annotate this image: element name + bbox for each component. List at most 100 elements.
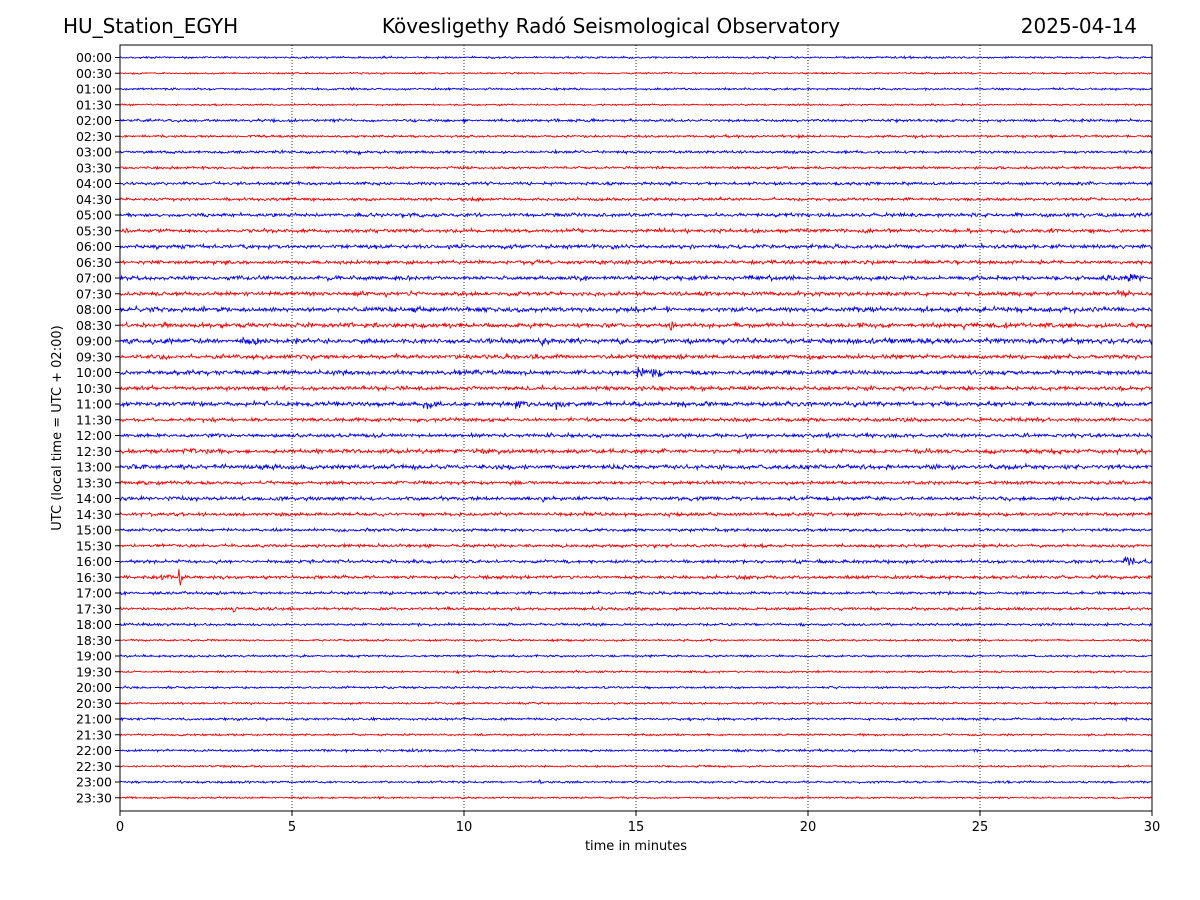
grid-lines	[291, 45, 981, 811]
trace-0400	[119, 180, 1152, 187]
x-tick-label: 5	[288, 820, 296, 835]
trace-0930	[119, 352, 1153, 361]
chart-title: Kövesligethy Radó Seismological Observat…	[381, 14, 841, 38]
y-tick-label: 18:00	[76, 617, 112, 632]
trace-2200	[119, 747, 1153, 754]
y-tick-label: 22:30	[76, 759, 112, 774]
y-tick-label: 00:30	[76, 66, 112, 81]
y-tick-label: 13:30	[76, 475, 112, 490]
y-tick-label: 03:30	[76, 160, 112, 175]
y-tick-label: 09:30	[76, 349, 112, 364]
y-tick-label: 23:00	[76, 775, 112, 790]
y-tick-label: 15:30	[76, 538, 112, 553]
trace-1200	[119, 431, 1153, 440]
y-tick-label: 15:00	[76, 523, 112, 538]
y-tick-label: 22:00	[76, 743, 112, 758]
y-tick-label: 01:00	[76, 82, 112, 97]
station-name: HU_Station_EGYH	[63, 14, 239, 38]
y-tick-label: 14:30	[76, 507, 112, 522]
y-tick-label: 16:30	[76, 570, 112, 585]
x-tick-label: 20	[800, 820, 817, 835]
y-tick-label: 10:00	[76, 365, 112, 380]
trace-1800	[119, 621, 1153, 628]
y-tick-label: 12:30	[76, 444, 112, 459]
trace-0700	[119, 273, 1153, 283]
y-tick-label: 16:00	[76, 554, 112, 569]
y-tick-label: 07:00	[76, 271, 112, 286]
trace-1500	[119, 526, 1153, 534]
y-tick-label: 09:00	[76, 334, 112, 349]
trace-2030	[119, 700, 1153, 707]
trace-2230	[119, 764, 1153, 769]
trace-1530	[119, 542, 1153, 550]
y-tick-label: 06:00	[76, 239, 112, 254]
y-tick-label: 04:00	[76, 176, 112, 191]
trace-2300	[119, 779, 1153, 785]
trace-1630	[119, 568, 1153, 586]
y-tick-label: 11:00	[76, 397, 112, 412]
y-tick-label: 13:00	[76, 460, 112, 475]
trace-1300	[119, 462, 1153, 472]
trace-0230	[119, 133, 1153, 140]
trace-2330	[119, 795, 1153, 800]
y-tick-label: 03:00	[76, 145, 112, 160]
trace-0000	[119, 55, 1153, 61]
trace-1900	[119, 653, 1153, 659]
trace-1100	[119, 399, 1153, 410]
y-tick-label: 20:30	[76, 696, 112, 711]
y-tick-label: 06:30	[76, 255, 112, 270]
y-tick-label: 08:30	[76, 318, 112, 333]
y-tick-label: 12:00	[76, 428, 112, 443]
trace-1730	[119, 605, 1153, 613]
y-tick-label: 07:30	[76, 286, 112, 301]
trace-1230	[119, 447, 1153, 456]
trace-1000	[119, 366, 1153, 378]
trace-1600	[119, 556, 1153, 566]
y-tick-label: 17:30	[76, 601, 112, 616]
x-tick-label: 25	[972, 820, 989, 835]
y-tick-label: 11:30	[76, 412, 112, 427]
trace-0630	[119, 258, 1153, 267]
trace-0500	[119, 211, 1153, 219]
trace-group	[119, 55, 1153, 800]
x-axis-label: time in minutes	[585, 839, 687, 854]
trace-1400	[119, 494, 1153, 503]
x-tick-label: 30	[1144, 820, 1161, 835]
y-tick-group: 00:0000:3001:0001:3002:0002:3003:0003:30…	[76, 50, 120, 805]
trace-0330	[119, 165, 1153, 171]
y-tick-label: 17:00	[76, 586, 112, 601]
trace-1830	[119, 637, 1153, 643]
chart-date: 2025-04-14	[1020, 14, 1137, 38]
trace-1930	[120, 669, 1153, 675]
trace-0100	[119, 86, 1153, 92]
trace-0530	[119, 226, 1152, 235]
y-tick-label: 05:00	[76, 208, 112, 223]
x-tick-label: 10	[456, 820, 473, 835]
trace-0430	[119, 195, 1153, 203]
y-tick-label: 23:30	[76, 790, 112, 805]
y-tick-label: 05:30	[76, 223, 112, 238]
trace-1130	[119, 415, 1153, 424]
y-tick-label: 21:30	[76, 727, 112, 742]
trace-2130	[119, 732, 1153, 738]
trace-0830	[119, 320, 1153, 332]
x-tick-group: 0 5 10 15 20 25 30	[116, 811, 1160, 835]
y-tick-label: 02:00	[76, 113, 112, 128]
y-axis-label: UTC (local time = UTC + 02:00)	[50, 325, 65, 530]
trace-1430	[119, 510, 1153, 518]
y-tick-label: 14:00	[76, 491, 112, 506]
trace-2000	[119, 684, 1153, 690]
trace-0030	[119, 71, 1153, 76]
trace-1030	[119, 384, 1153, 393]
y-tick-label: 04:30	[76, 192, 112, 207]
y-tick-label: 02:30	[76, 129, 112, 144]
trace-0300	[119, 148, 1153, 157]
y-tick-label: 08:00	[76, 302, 112, 317]
trace-1330	[119, 479, 1153, 487]
x-tick-label: 15	[628, 820, 645, 835]
y-tick-label: 10:30	[76, 381, 112, 396]
y-tick-label: 00:00	[76, 50, 112, 65]
trace-0800	[119, 304, 1153, 315]
